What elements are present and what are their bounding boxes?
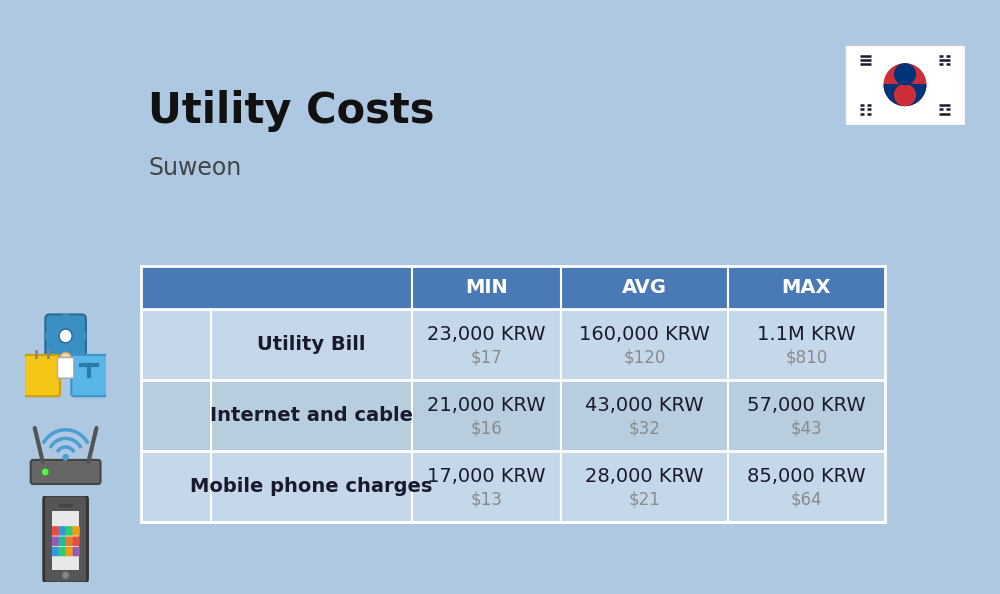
FancyBboxPatch shape xyxy=(73,547,80,556)
FancyBboxPatch shape xyxy=(24,355,60,396)
Circle shape xyxy=(895,64,915,84)
FancyBboxPatch shape xyxy=(52,511,79,570)
Text: MIN: MIN xyxy=(465,278,508,297)
Text: $120: $120 xyxy=(623,348,666,366)
Text: 28,000 KRW: 28,000 KRW xyxy=(585,467,704,486)
Text: Mobile phone charges: Mobile phone charges xyxy=(190,477,433,496)
Text: $43: $43 xyxy=(791,419,822,437)
Text: $810: $810 xyxy=(785,348,828,366)
FancyBboxPatch shape xyxy=(66,526,73,536)
Text: $16: $16 xyxy=(471,419,502,437)
Circle shape xyxy=(62,571,69,579)
FancyBboxPatch shape xyxy=(57,358,74,378)
Text: 23,000 KRW: 23,000 KRW xyxy=(427,325,546,344)
Text: 21,000 KRW: 21,000 KRW xyxy=(427,396,546,415)
FancyBboxPatch shape xyxy=(52,547,59,556)
Text: $13: $13 xyxy=(471,490,502,508)
Text: $64: $64 xyxy=(791,490,822,508)
FancyBboxPatch shape xyxy=(31,460,101,484)
FancyBboxPatch shape xyxy=(74,345,81,352)
FancyBboxPatch shape xyxy=(45,333,52,339)
Wedge shape xyxy=(884,84,926,106)
FancyBboxPatch shape xyxy=(45,314,86,358)
FancyBboxPatch shape xyxy=(50,345,57,352)
FancyBboxPatch shape xyxy=(73,526,80,536)
FancyBboxPatch shape xyxy=(62,314,69,321)
FancyBboxPatch shape xyxy=(845,45,965,125)
Text: 1.1M KRW: 1.1M KRW xyxy=(757,325,856,344)
Text: $32: $32 xyxy=(629,419,660,437)
Text: 17,000 KRW: 17,000 KRW xyxy=(427,467,546,486)
FancyBboxPatch shape xyxy=(52,536,59,546)
Circle shape xyxy=(884,64,926,106)
FancyBboxPatch shape xyxy=(140,451,885,522)
Text: Internet and cable: Internet and cable xyxy=(210,406,413,425)
FancyBboxPatch shape xyxy=(50,320,57,327)
FancyBboxPatch shape xyxy=(59,536,66,546)
Text: $17: $17 xyxy=(471,348,502,366)
FancyBboxPatch shape xyxy=(140,309,885,380)
Circle shape xyxy=(895,84,915,106)
FancyBboxPatch shape xyxy=(59,526,66,536)
Circle shape xyxy=(62,454,69,461)
FancyBboxPatch shape xyxy=(140,266,885,309)
Text: AVG: AVG xyxy=(622,278,667,297)
FancyBboxPatch shape xyxy=(52,526,59,536)
FancyBboxPatch shape xyxy=(73,536,80,546)
Text: Utility Costs: Utility Costs xyxy=(148,90,435,132)
Text: Utility Bill: Utility Bill xyxy=(257,335,366,354)
FancyBboxPatch shape xyxy=(79,333,86,339)
FancyBboxPatch shape xyxy=(59,504,73,507)
Text: 57,000 KRW: 57,000 KRW xyxy=(747,396,866,415)
FancyBboxPatch shape xyxy=(74,320,81,327)
FancyBboxPatch shape xyxy=(66,536,73,546)
Circle shape xyxy=(42,469,49,475)
Text: $21: $21 xyxy=(629,490,660,508)
Text: 85,000 KRW: 85,000 KRW xyxy=(747,467,866,486)
FancyBboxPatch shape xyxy=(59,547,66,556)
FancyBboxPatch shape xyxy=(44,495,88,583)
Circle shape xyxy=(60,352,71,364)
FancyBboxPatch shape xyxy=(71,355,107,396)
Text: MAX: MAX xyxy=(782,278,831,297)
FancyBboxPatch shape xyxy=(140,380,885,451)
Text: Suweon: Suweon xyxy=(148,156,242,180)
Circle shape xyxy=(59,329,72,343)
FancyBboxPatch shape xyxy=(66,547,73,556)
FancyBboxPatch shape xyxy=(62,350,69,358)
Text: 43,000 KRW: 43,000 KRW xyxy=(585,396,704,415)
Text: 160,000 KRW: 160,000 KRW xyxy=(579,325,710,344)
